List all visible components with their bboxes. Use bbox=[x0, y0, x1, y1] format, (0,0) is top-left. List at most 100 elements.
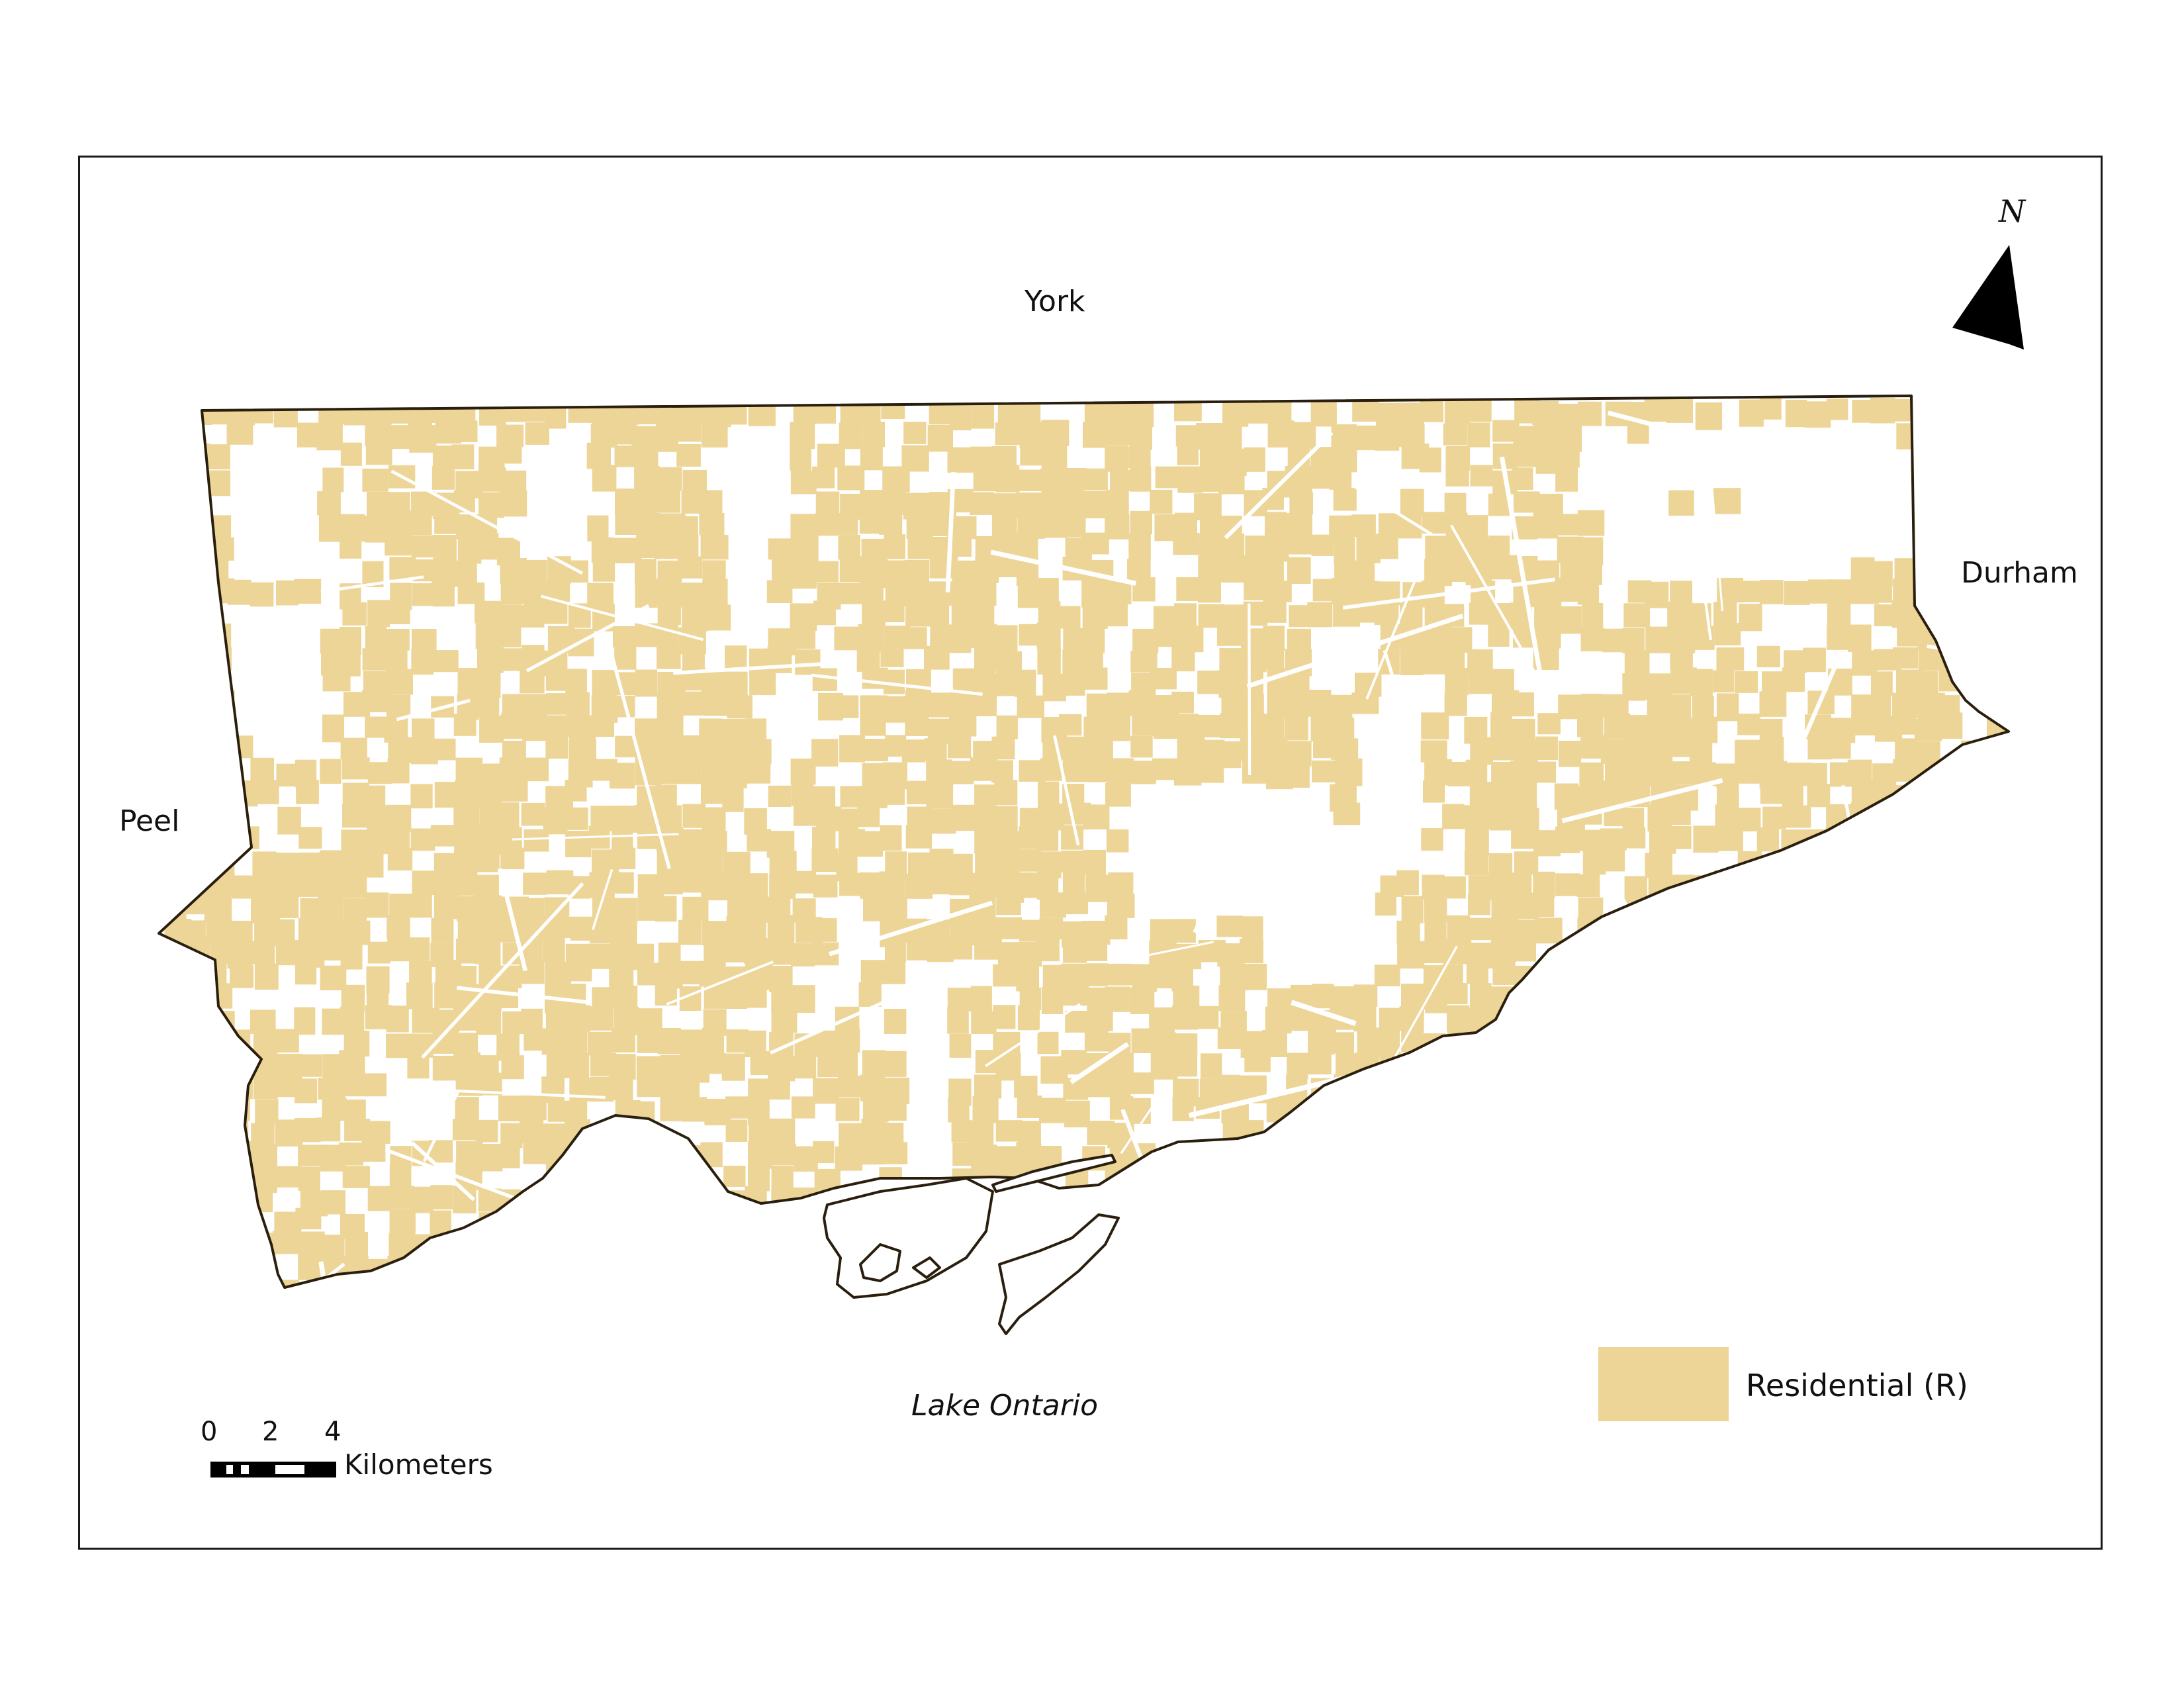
residential-block bbox=[949, 403, 972, 431]
residential-block bbox=[1554, 514, 1580, 536]
residential-block bbox=[1490, 712, 1512, 738]
residential-block bbox=[409, 425, 437, 453]
residential-block bbox=[1014, 669, 1036, 697]
residential-block bbox=[744, 915, 766, 941]
residential-block bbox=[1351, 514, 1376, 538]
residential-block bbox=[1759, 691, 1787, 717]
residential-block bbox=[1307, 602, 1333, 628]
residential-block bbox=[813, 918, 837, 942]
residential-block bbox=[1333, 1095, 1361, 1121]
residential-block bbox=[657, 1028, 681, 1055]
residential-block bbox=[367, 1186, 391, 1211]
residential-block bbox=[834, 513, 858, 535]
residential-block bbox=[161, 849, 190, 874]
residential-block bbox=[1577, 964, 1600, 992]
residential-block bbox=[1782, 988, 1805, 1016]
residential-block bbox=[318, 871, 345, 899]
street-gap bbox=[396, 698, 471, 722]
residential-block bbox=[434, 512, 460, 534]
residential-block bbox=[1555, 873, 1580, 896]
residential-block bbox=[995, 465, 1020, 492]
residential-block bbox=[497, 1255, 523, 1280]
residential-block bbox=[1441, 1185, 1465, 1213]
residential-block bbox=[861, 578, 884, 604]
residential-block bbox=[340, 875, 367, 898]
residential-block bbox=[1132, 1213, 1154, 1241]
residential-block bbox=[1198, 555, 1224, 583]
residential-block bbox=[1197, 578, 1221, 603]
residential-block bbox=[1623, 984, 1647, 1009]
residential-block bbox=[1036, 827, 1059, 851]
residential-block bbox=[1153, 1256, 1180, 1284]
residential-block bbox=[1062, 892, 1089, 915]
residential-block bbox=[1898, 892, 1923, 917]
residential-block bbox=[1829, 579, 1856, 604]
residential-block bbox=[205, 1254, 227, 1282]
residential-block bbox=[1041, 420, 1069, 446]
residential-block bbox=[1963, 1167, 1989, 1192]
neighbor-label-north: York bbox=[1024, 285, 1085, 318]
residential-block bbox=[227, 1187, 255, 1210]
residential-block bbox=[162, 536, 187, 561]
street-gap bbox=[318, 1261, 334, 1288]
residential-block bbox=[342, 1166, 370, 1188]
residential-block bbox=[1557, 1168, 1585, 1193]
residential-block bbox=[185, 490, 210, 512]
residential-block bbox=[1085, 938, 1108, 961]
street-gap bbox=[829, 900, 993, 957]
residential-block bbox=[1422, 1233, 1450, 1255]
residential-block bbox=[1982, 1211, 2006, 1235]
residential-block bbox=[1512, 781, 1537, 809]
residential-block bbox=[726, 1276, 754, 1288]
residential-block bbox=[1374, 964, 1400, 986]
residential-block bbox=[1603, 961, 1630, 984]
residential-block bbox=[767, 939, 795, 965]
residential-block bbox=[1468, 894, 1490, 915]
residential-block bbox=[835, 1051, 858, 1076]
residential-block bbox=[1374, 602, 1399, 626]
residential-block bbox=[361, 1140, 386, 1162]
residential-block bbox=[569, 739, 596, 765]
street-gap bbox=[1342, 577, 1555, 610]
residential-block bbox=[1647, 696, 1672, 720]
residential-block bbox=[475, 600, 502, 624]
residential-block bbox=[588, 1031, 612, 1056]
north-arrow-icon bbox=[1952, 245, 2024, 350]
street-gap bbox=[1140, 941, 1214, 958]
residential-block bbox=[1807, 1190, 1831, 1217]
residential-block bbox=[1447, 915, 1471, 943]
residential-block bbox=[1443, 876, 1466, 899]
residential-block bbox=[1422, 1166, 1449, 1194]
residential-block bbox=[498, 604, 522, 628]
residential-block bbox=[1919, 445, 1943, 471]
residential-block bbox=[1981, 852, 2005, 879]
residential-block bbox=[545, 1277, 567, 1288]
residential-block bbox=[433, 535, 457, 561]
residential-block bbox=[657, 600, 681, 626]
residential-block bbox=[1577, 1006, 1600, 1029]
street-gap bbox=[1410, 1277, 1551, 1288]
residential-block bbox=[1689, 1188, 1716, 1213]
residential-block bbox=[1578, 897, 1604, 921]
residential-block bbox=[1694, 1167, 1719, 1193]
residential-block bbox=[633, 1190, 662, 1219]
residential-block bbox=[1985, 986, 2009, 1011]
residential-block bbox=[1423, 649, 1446, 675]
residential-block bbox=[385, 804, 412, 832]
residential-block bbox=[969, 691, 997, 716]
residential-block bbox=[1713, 1254, 1735, 1279]
residential-block bbox=[745, 1278, 772, 1288]
residential-block bbox=[186, 966, 210, 994]
residential-block bbox=[1805, 872, 1831, 898]
residential-block bbox=[1712, 670, 1734, 692]
residential-block bbox=[250, 1275, 272, 1288]
street-gap bbox=[385, 1148, 520, 1202]
residential-block bbox=[1757, 1258, 1785, 1285]
residential-block bbox=[1939, 1278, 1961, 1288]
residential-block bbox=[811, 739, 839, 767]
residential-block bbox=[792, 1056, 817, 1079]
residential-block bbox=[1399, 1256, 1421, 1282]
residential-block bbox=[367, 941, 390, 964]
residential-block bbox=[1762, 1054, 1787, 1076]
residential-block bbox=[1802, 962, 1828, 990]
